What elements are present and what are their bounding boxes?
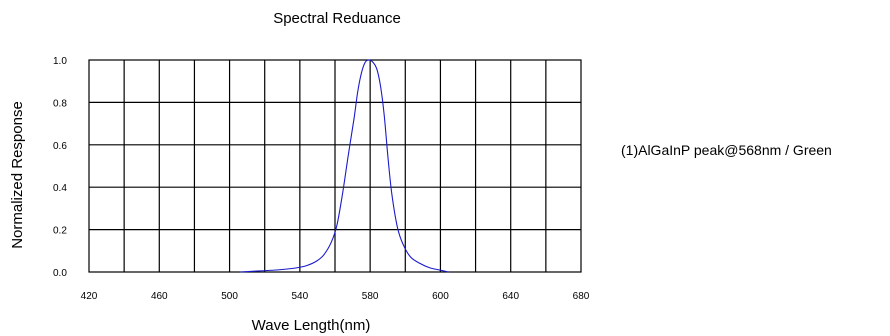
plot-grid bbox=[89, 60, 581, 272]
y-tick-labels: 0.0 0.2 0.4 0.6 0.8 1.0 bbox=[53, 56, 67, 279]
x-tick-labels: 420 460 500 540 580 600 640 680 bbox=[81, 291, 590, 302]
y-tick-label: 0.4 bbox=[53, 183, 67, 194]
plot-frame bbox=[88, 59, 582, 273]
y-tick-label: 0.8 bbox=[53, 98, 67, 109]
y-axis-label: Normalized Response bbox=[9, 101, 26, 249]
series-line bbox=[240, 59, 449, 273]
x-tick-label: 420 bbox=[81, 291, 98, 302]
chart-title: Spectral Reduance bbox=[273, 10, 401, 27]
x-axis-label: Wave Length(nm) bbox=[252, 317, 371, 334]
y-tick-label: 0.6 bbox=[53, 141, 67, 152]
x-tick-label: 640 bbox=[502, 291, 519, 302]
x-tick-label: 540 bbox=[292, 291, 309, 302]
x-tick-label: 500 bbox=[221, 291, 238, 302]
x-tick-label: 600 bbox=[432, 291, 449, 302]
series-group bbox=[240, 59, 449, 273]
x-tick-label: 680 bbox=[573, 291, 590, 302]
y-tick-label: 0.0 bbox=[53, 268, 67, 279]
legend-entry-label: (1)AlGaInP peak@568nm / Green bbox=[621, 142, 832, 158]
x-tick-label: 580 bbox=[362, 291, 379, 302]
y-tick-label: 1.0 bbox=[53, 56, 67, 67]
x-tick-label: 460 bbox=[151, 291, 168, 302]
y-tick-label: 0.2 bbox=[53, 226, 67, 237]
